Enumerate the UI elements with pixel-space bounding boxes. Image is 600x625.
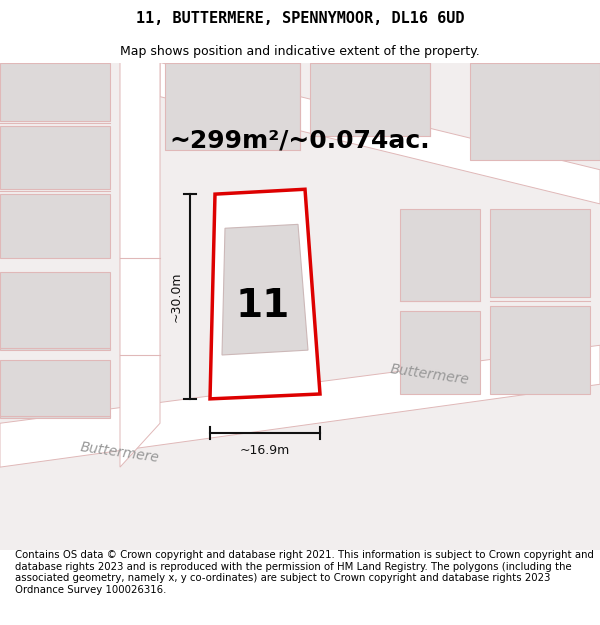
Text: ~299m²/~0.074ac.: ~299m²/~0.074ac. bbox=[170, 129, 430, 152]
Text: 11: 11 bbox=[236, 288, 290, 325]
Polygon shape bbox=[0, 126, 110, 189]
Polygon shape bbox=[120, 62, 160, 467]
Polygon shape bbox=[222, 224, 308, 355]
Polygon shape bbox=[165, 62, 300, 150]
Polygon shape bbox=[0, 272, 110, 350]
Polygon shape bbox=[400, 209, 480, 301]
Polygon shape bbox=[0, 194, 110, 258]
Polygon shape bbox=[0, 345, 600, 467]
Text: Map shows position and indicative extent of the property.: Map shows position and indicative extent… bbox=[120, 45, 480, 58]
Polygon shape bbox=[400, 311, 480, 394]
Polygon shape bbox=[490, 306, 590, 394]
Polygon shape bbox=[470, 62, 600, 160]
Text: 11, BUTTERMERE, SPENNYMOOR, DL16 6UD: 11, BUTTERMERE, SPENNYMOOR, DL16 6UD bbox=[136, 11, 464, 26]
Polygon shape bbox=[160, 62, 600, 204]
Text: ~30.0m: ~30.0m bbox=[170, 271, 182, 322]
Polygon shape bbox=[310, 62, 430, 136]
Text: ~16.9m: ~16.9m bbox=[240, 444, 290, 457]
Polygon shape bbox=[210, 189, 320, 399]
Polygon shape bbox=[0, 360, 110, 418]
Text: Buttermere: Buttermere bbox=[389, 362, 470, 387]
Polygon shape bbox=[0, 62, 110, 121]
Text: Contains OS data © Crown copyright and database right 2021. This information is : Contains OS data © Crown copyright and d… bbox=[15, 550, 594, 595]
Text: Buttermere: Buttermere bbox=[80, 440, 160, 465]
Polygon shape bbox=[490, 209, 590, 296]
